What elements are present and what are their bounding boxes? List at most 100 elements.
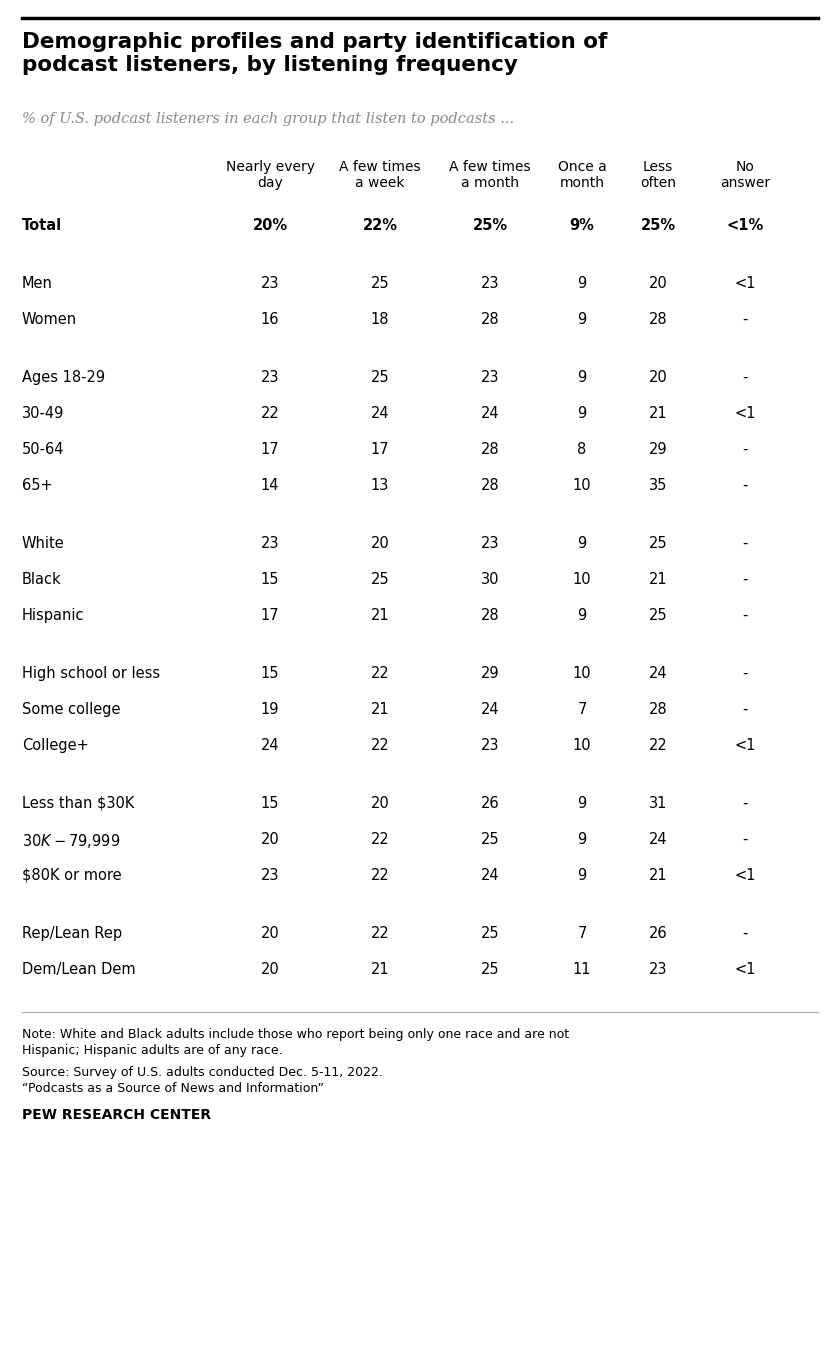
Text: 16: 16 — [260, 311, 279, 328]
Text: 20: 20 — [370, 797, 390, 811]
Text: Ages 18-29: Ages 18-29 — [22, 369, 105, 386]
Text: Hispanic: Hispanic — [22, 608, 85, 623]
Text: 50-64: 50-64 — [22, 442, 65, 457]
Text: PEW RESEARCH CENTER: PEW RESEARCH CENTER — [22, 1108, 211, 1122]
Text: A few times
a month: A few times a month — [449, 160, 531, 190]
Text: <1%: <1% — [727, 218, 764, 233]
Text: 23: 23 — [480, 537, 499, 551]
Text: 24: 24 — [480, 868, 499, 883]
Text: Dem/Lean Dem: Dem/Lean Dem — [22, 962, 135, 977]
Text: -: - — [743, 926, 748, 941]
Text: Nearly every
day: Nearly every day — [225, 160, 314, 190]
Text: -: - — [743, 572, 748, 586]
Text: Note: White and Black adults include those who report being only one race and ar: Note: White and Black adults include tho… — [22, 1029, 570, 1041]
Text: % of U.S. podcast listeners in each group that listen to podcasts ...: % of U.S. podcast listeners in each grou… — [22, 112, 514, 125]
Text: 29: 29 — [480, 666, 499, 681]
Text: Women: Women — [22, 311, 77, 328]
Text: 18: 18 — [370, 311, 389, 328]
Text: 14: 14 — [260, 479, 279, 493]
Text: <1: <1 — [734, 868, 756, 883]
Text: 24: 24 — [480, 406, 499, 421]
Text: 20: 20 — [648, 276, 667, 291]
Text: 20%: 20% — [253, 218, 287, 233]
Text: 15: 15 — [260, 666, 279, 681]
Text: Black: Black — [22, 572, 61, 586]
Text: Rep/Lean Rep: Rep/Lean Rep — [22, 926, 122, 941]
Text: 30-49: 30-49 — [22, 406, 65, 421]
Text: 20: 20 — [370, 537, 390, 551]
Text: 23: 23 — [260, 369, 279, 386]
Text: 28: 28 — [480, 608, 499, 623]
Text: Demographic profiles and party identification of
podcast listeners, by listening: Demographic profiles and party identific… — [22, 32, 607, 75]
Text: 13: 13 — [370, 479, 389, 493]
Text: 24: 24 — [648, 666, 667, 681]
Text: 28: 28 — [648, 702, 667, 717]
Text: 7: 7 — [577, 702, 586, 717]
Text: 25: 25 — [480, 832, 499, 847]
Text: Hispanic; Hispanic adults are of any race.: Hispanic; Hispanic adults are of any rac… — [22, 1043, 282, 1057]
Text: 23: 23 — [648, 962, 667, 977]
Text: <1: <1 — [734, 962, 756, 977]
Text: 20: 20 — [260, 926, 280, 941]
Text: 26: 26 — [648, 926, 667, 941]
Text: Men: Men — [22, 276, 53, 291]
Text: 15: 15 — [260, 572, 279, 586]
Text: 25%: 25% — [472, 218, 507, 233]
Text: 65+: 65+ — [22, 479, 53, 493]
Text: 7: 7 — [577, 926, 586, 941]
Text: -: - — [743, 311, 748, 328]
Text: 10: 10 — [573, 737, 591, 754]
Text: 17: 17 — [260, 608, 280, 623]
Text: 22: 22 — [260, 406, 280, 421]
Text: White: White — [22, 537, 65, 551]
Text: 28: 28 — [480, 311, 499, 328]
Text: “Podcasts as a Source of News and Information”: “Podcasts as a Source of News and Inform… — [22, 1082, 324, 1095]
Text: 22: 22 — [370, 868, 390, 883]
Text: 22: 22 — [370, 737, 390, 754]
Text: 20: 20 — [260, 962, 280, 977]
Text: 26: 26 — [480, 797, 499, 811]
Text: 25: 25 — [648, 537, 667, 551]
Text: 25: 25 — [648, 608, 667, 623]
Text: 10: 10 — [573, 572, 591, 586]
Text: 8: 8 — [577, 442, 586, 457]
Text: -: - — [743, 666, 748, 681]
Text: 25%: 25% — [640, 218, 675, 233]
Text: 29: 29 — [648, 442, 667, 457]
Text: 24: 24 — [648, 832, 667, 847]
Text: 25: 25 — [480, 926, 499, 941]
Text: 25: 25 — [480, 962, 499, 977]
Text: 24: 24 — [480, 702, 499, 717]
Text: 9: 9 — [577, 276, 586, 291]
Text: 9: 9 — [577, 797, 586, 811]
Text: 23: 23 — [480, 276, 499, 291]
Text: A few times
a week: A few times a week — [339, 160, 421, 190]
Text: 30: 30 — [480, 572, 499, 586]
Text: No
answer: No answer — [720, 160, 770, 190]
Text: -: - — [743, 702, 748, 717]
Text: 28: 28 — [648, 311, 667, 328]
Text: 21: 21 — [648, 572, 667, 586]
Text: $30K-$79,999: $30K-$79,999 — [22, 832, 120, 851]
Text: Total: Total — [22, 218, 62, 233]
Text: 9: 9 — [577, 608, 586, 623]
Text: 23: 23 — [480, 369, 499, 386]
Text: 20: 20 — [260, 832, 280, 847]
Text: 15: 15 — [260, 797, 279, 811]
Text: 17: 17 — [260, 442, 280, 457]
Text: -: - — [743, 442, 748, 457]
Text: Less than $30K: Less than $30K — [22, 797, 134, 811]
Text: -: - — [743, 608, 748, 623]
Text: <1: <1 — [734, 737, 756, 754]
Text: 25: 25 — [370, 572, 389, 586]
Text: 9%: 9% — [570, 218, 595, 233]
Text: High school or less: High school or less — [22, 666, 160, 681]
Text: 21: 21 — [370, 962, 389, 977]
Text: 19: 19 — [260, 702, 279, 717]
Text: 22: 22 — [370, 832, 390, 847]
Text: 28: 28 — [480, 479, 499, 493]
Text: -: - — [743, 369, 748, 386]
Text: 22: 22 — [370, 926, 390, 941]
Text: 10: 10 — [573, 666, 591, 681]
Text: 9: 9 — [577, 369, 586, 386]
